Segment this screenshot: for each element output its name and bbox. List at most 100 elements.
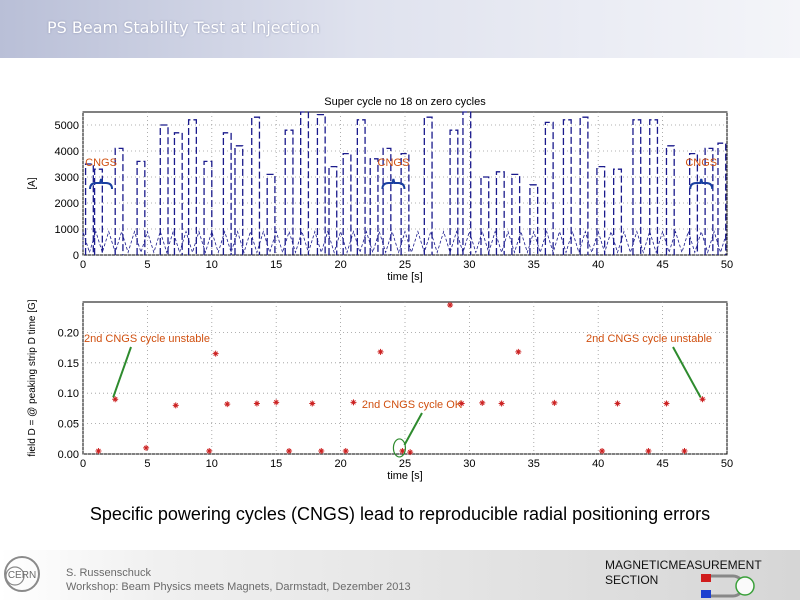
data-point (206, 447, 213, 454)
current-pulse (529, 184, 539, 255)
x-tick-label: 20 (334, 458, 346, 470)
data-point (599, 447, 606, 454)
annotation-ok-arrow (403, 412, 423, 446)
data-point (551, 399, 558, 406)
current-pulse (136, 160, 146, 255)
current-pulse (400, 152, 410, 255)
current-pulse (266, 173, 276, 255)
data-point (498, 400, 505, 407)
current-pulse (704, 147, 714, 255)
data-point (318, 447, 325, 454)
current-pulse (495, 171, 505, 255)
x-tick-label: 0 (80, 259, 86, 271)
section-label: MAGNETICMEASUREMENT SECTION (605, 558, 762, 588)
y-tick-label: 0.10 (58, 388, 79, 400)
current-pulse (328, 165, 338, 255)
x-tick-label: 45 (656, 458, 668, 470)
current-pulse (480, 176, 490, 255)
current-pulse (84, 163, 94, 255)
data-point (399, 447, 406, 454)
section-line-1: MAGNETICMEASUREMENT (605, 558, 762, 572)
current-pulse (423, 116, 433, 255)
data-point (614, 400, 621, 407)
y-tick-label: 0 (73, 250, 79, 262)
author-name: S. Russenschuck (66, 567, 151, 579)
current-pulse (649, 119, 659, 255)
magnet-icon (701, 574, 755, 598)
current-pulse (511, 173, 521, 255)
x-tick-label: 35 (528, 458, 540, 470)
y-tick-label: 4000 (55, 146, 79, 158)
data-point (309, 400, 316, 407)
current-pulse (316, 113, 326, 255)
logo-text: CERN (8, 570, 36, 581)
current-pulse (187, 119, 197, 255)
data-point (515, 348, 522, 355)
y-axis-label: [A] (27, 177, 38, 189)
x-tick-label: 15 (270, 259, 282, 271)
current-pulse (203, 160, 213, 255)
data-point (377, 348, 384, 355)
y-tick-label: 5000 (55, 120, 79, 132)
current-pulse (562, 119, 572, 255)
annotation-left-arrow (112, 346, 132, 398)
cngs-bracket (89, 178, 114, 190)
data-point (224, 401, 231, 408)
current-pulse (688, 152, 699, 255)
x-tick-label: 35 (528, 259, 540, 271)
annotation-ok-circle (392, 438, 407, 458)
annotation-right-arrow (672, 346, 702, 398)
x-tick-label: 40 (592, 458, 604, 470)
current-pulse (596, 165, 606, 255)
data-point (342, 447, 349, 454)
data-point (350, 399, 357, 406)
y-tick-label: 0.15 (58, 358, 79, 370)
y-tick-label: 0.05 (58, 419, 79, 431)
current-pulse (579, 116, 589, 255)
chart-title: Super cycle no 18 on zero cycles (324, 96, 486, 108)
current-pulse (717, 142, 727, 255)
x-tick-label: 15 (270, 458, 282, 470)
field-chart: 0 5 10 15 20 25 30 35 40 45 50 0.00 0.05 0.10 0.15 0.20… (27, 299, 733, 482)
data-point (95, 447, 102, 454)
data-point (112, 396, 119, 403)
cngs-bracket (689, 178, 714, 190)
y-tick-label: 1000 (55, 224, 79, 236)
current-pulse (544, 121, 554, 255)
y-tick-label: 0.00 (58, 449, 79, 461)
x-tick-label: 30 (463, 458, 475, 470)
data-point (253, 400, 260, 407)
current-pulse (356, 119, 366, 255)
current-pulse (93, 168, 103, 255)
current-pulse (284, 129, 294, 255)
footer: CERN S. Russenschuck Workshop: Beam Phys… (0, 550, 800, 600)
data-point (286, 447, 293, 454)
x-tick-label: 20 (334, 259, 346, 271)
current-pulse (159, 124, 169, 255)
y-tick-label: 2000 (55, 198, 79, 210)
x-tick-label: 5 (144, 259, 150, 271)
annotation-left: 2nd CNGS cycle unstable (84, 333, 210, 345)
current-pulse (632, 119, 642, 255)
y-tick-label: 3000 (55, 172, 79, 184)
x-tick-label: 50 (721, 458, 733, 470)
current-pulse (613, 168, 623, 255)
y-tick-label: 0.20 (58, 327, 79, 339)
data-point (172, 402, 179, 409)
data-point (645, 447, 652, 454)
data-point (458, 400, 465, 407)
data-point (143, 444, 150, 451)
current-pulse (114, 147, 124, 255)
x-tick-label: 25 (399, 259, 411, 271)
data-point (407, 449, 414, 456)
x-tick-label: 25 (399, 458, 411, 470)
current-pulse (369, 158, 379, 255)
x-tick-label: 40 (592, 259, 604, 271)
current-pulse (449, 129, 459, 255)
title-bar: PS Beam Stability Test at Injection (0, 0, 800, 58)
current-pulse (222, 132, 232, 255)
x-tick-label: 0 (80, 458, 86, 470)
current-chart: 0 5 10 15 20 25 30 35 40 45 50 0 1000 2000 3000 4000 500… (27, 96, 733, 283)
data-point (681, 447, 688, 454)
current-pulse (382, 147, 392, 255)
